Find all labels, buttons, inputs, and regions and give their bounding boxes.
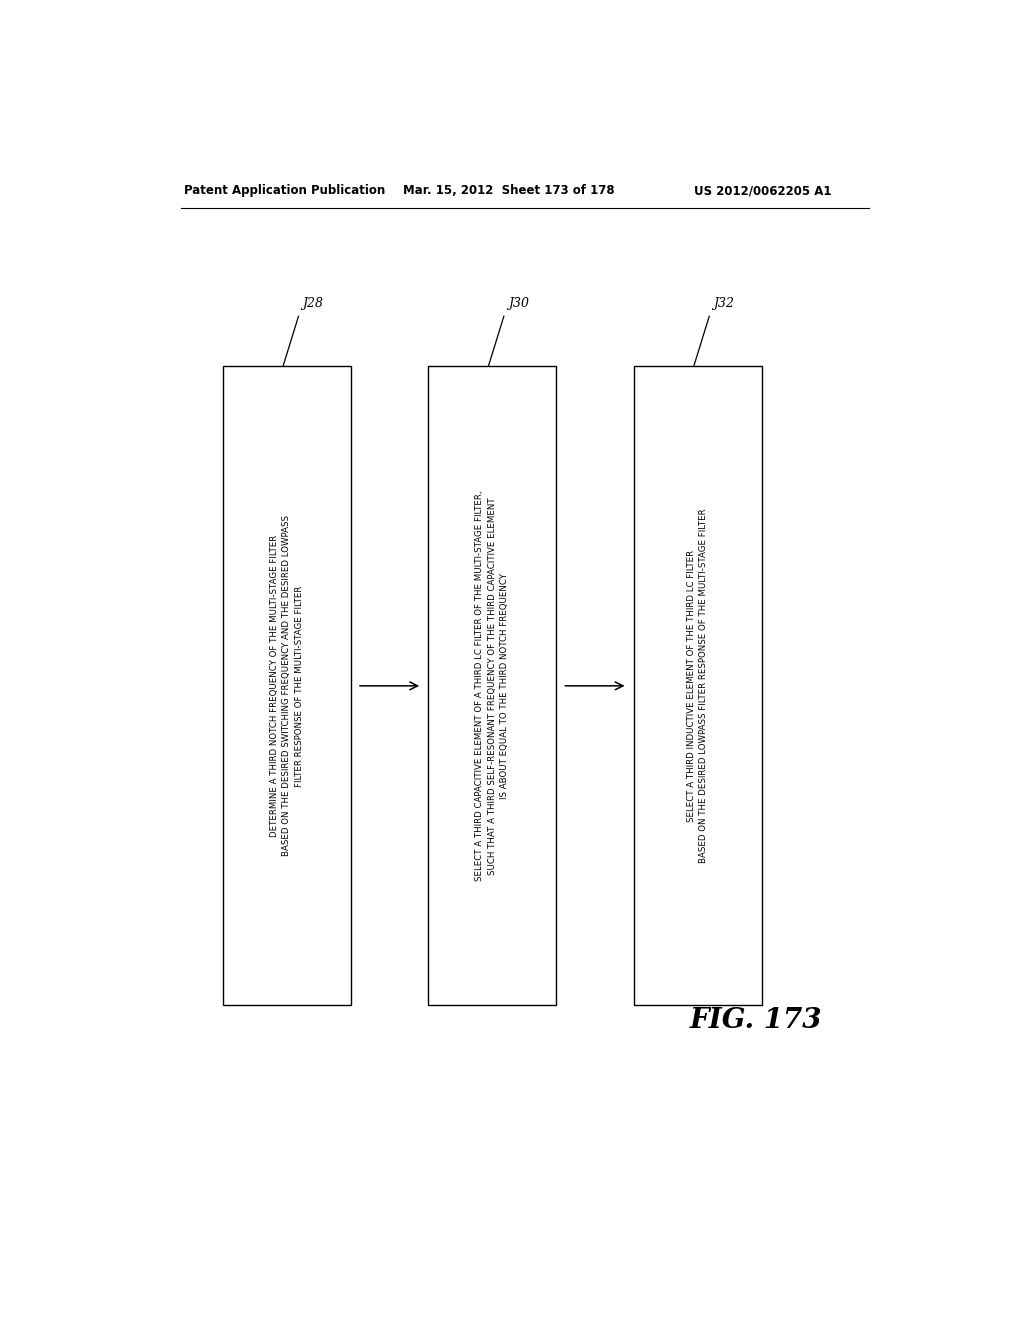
Text: DETERMINE A THIRD NOTCH FREQUENCY OF THE MULTI-STAGE FILTER
BASED ON THE DESIRED: DETERMINE A THIRD NOTCH FREQUENCY OF THE… <box>270 515 304 857</box>
Text: J32: J32 <box>713 297 734 310</box>
Text: FIG. 173: FIG. 173 <box>689 1007 822 1035</box>
Bar <box>223 367 351 1006</box>
Text: SELECT A THIRD CAPACITIVE ELEMENT OF A THIRD LC FILTER OF THE MULTI-STAGE FILTER: SELECT A THIRD CAPACITIVE ELEMENT OF A T… <box>475 491 509 882</box>
Text: J28: J28 <box>302 297 324 310</box>
Bar <box>634 367 762 1006</box>
Text: SELECT A THIRD INDUCTIVE ELEMENT OF THE THIRD LC FILTER
BASED ON THE DESIRED LOW: SELECT A THIRD INDUCTIVE ELEMENT OF THE … <box>687 508 709 863</box>
Text: Mar. 15, 2012  Sheet 173 of 178: Mar. 15, 2012 Sheet 173 of 178 <box>403 185 614 197</box>
Text: Patent Application Publication: Patent Application Publication <box>183 185 385 197</box>
Text: J30: J30 <box>508 297 528 310</box>
Text: US 2012/0062205 A1: US 2012/0062205 A1 <box>693 185 831 197</box>
Bar <box>428 367 556 1006</box>
